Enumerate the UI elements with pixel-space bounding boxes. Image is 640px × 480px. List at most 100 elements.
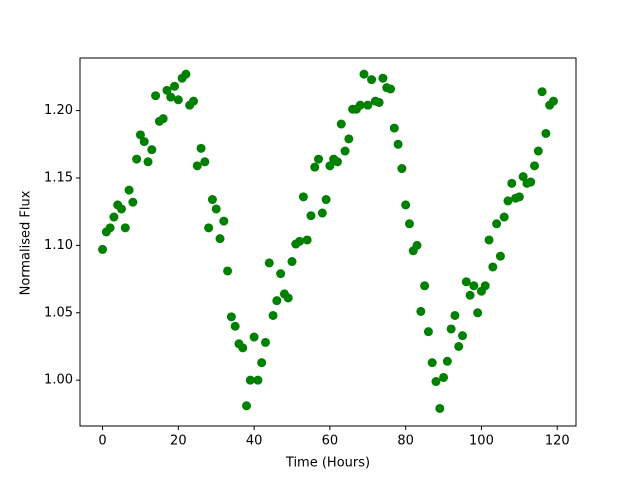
point <box>404 219 414 229</box>
point <box>416 306 426 316</box>
point <box>469 281 479 291</box>
point <box>397 164 407 174</box>
point <box>173 95 183 105</box>
point <box>116 204 126 214</box>
point <box>314 154 324 164</box>
point <box>450 310 460 320</box>
point <box>420 281 430 291</box>
point <box>196 143 206 153</box>
point <box>499 212 509 222</box>
point <box>359 69 369 79</box>
point <box>473 308 483 318</box>
point <box>162 85 172 95</box>
point <box>147 145 157 155</box>
point <box>238 343 248 353</box>
point <box>488 262 498 272</box>
point <box>268 310 278 320</box>
point <box>200 157 210 167</box>
point <box>355 100 365 110</box>
y-tick-label: 1.20 <box>44 103 73 118</box>
point <box>226 312 236 322</box>
point <box>423 327 433 337</box>
point <box>344 134 354 144</box>
point <box>230 321 240 331</box>
point <box>98 244 108 254</box>
x-tick-label: 120 <box>545 434 570 449</box>
point <box>128 197 138 207</box>
point <box>204 223 214 233</box>
point <box>105 223 115 233</box>
point <box>264 258 274 268</box>
point <box>442 356 452 366</box>
point <box>245 375 255 385</box>
point <box>537 87 547 97</box>
point <box>139 137 149 147</box>
point <box>192 161 202 171</box>
point <box>458 331 468 341</box>
point <box>518 172 528 182</box>
point <box>321 195 331 205</box>
point <box>215 234 225 244</box>
point <box>541 128 551 138</box>
point <box>412 240 422 250</box>
point <box>374 97 384 107</box>
point <box>378 73 388 83</box>
point <box>242 401 252 411</box>
point <box>514 192 524 202</box>
point <box>276 269 286 279</box>
point <box>454 341 464 351</box>
point <box>363 100 373 110</box>
plot-frame <box>79 57 577 427</box>
point <box>480 281 490 291</box>
x-axis-label: Time (Hours) <box>285 456 370 471</box>
y-tick-label: 1.00 <box>44 373 73 388</box>
point <box>135 130 145 140</box>
point <box>249 332 259 342</box>
point <box>446 324 456 334</box>
point <box>386 84 396 94</box>
point <box>151 91 161 101</box>
point <box>207 195 217 205</box>
y-axis-label: Normalised Flux <box>19 190 34 295</box>
point <box>302 235 312 245</box>
point <box>465 290 475 300</box>
y-tick-label: 1.05 <box>44 305 73 320</box>
point <box>336 119 346 129</box>
point <box>181 69 191 79</box>
point <box>367 75 377 85</box>
point <box>219 216 229 226</box>
x-tick-label: 0 <box>98 434 106 449</box>
point <box>439 372 449 382</box>
point <box>461 277 471 287</box>
point <box>435 403 445 413</box>
point <box>401 200 411 210</box>
point <box>306 211 316 221</box>
x-tick-label: 60 <box>322 434 339 449</box>
point <box>158 114 168 124</box>
x-tick-label: 20 <box>170 434 187 449</box>
point <box>295 236 305 246</box>
point <box>124 185 134 195</box>
point <box>166 92 176 102</box>
point <box>310 162 320 172</box>
x-tick-label: 100 <box>469 434 494 449</box>
point <box>530 161 540 171</box>
point <box>253 375 263 385</box>
y-tick-label: 1.15 <box>44 170 73 185</box>
point <box>188 96 198 106</box>
point <box>109 212 119 222</box>
point <box>507 178 517 188</box>
point <box>503 196 513 206</box>
point <box>260 337 270 347</box>
point <box>548 96 558 106</box>
point <box>170 81 180 91</box>
point <box>132 154 142 164</box>
point <box>257 358 267 368</box>
point <box>287 257 297 267</box>
point <box>332 157 342 167</box>
point <box>317 208 327 218</box>
point <box>340 146 350 156</box>
point <box>492 219 502 229</box>
point <box>211 204 221 214</box>
